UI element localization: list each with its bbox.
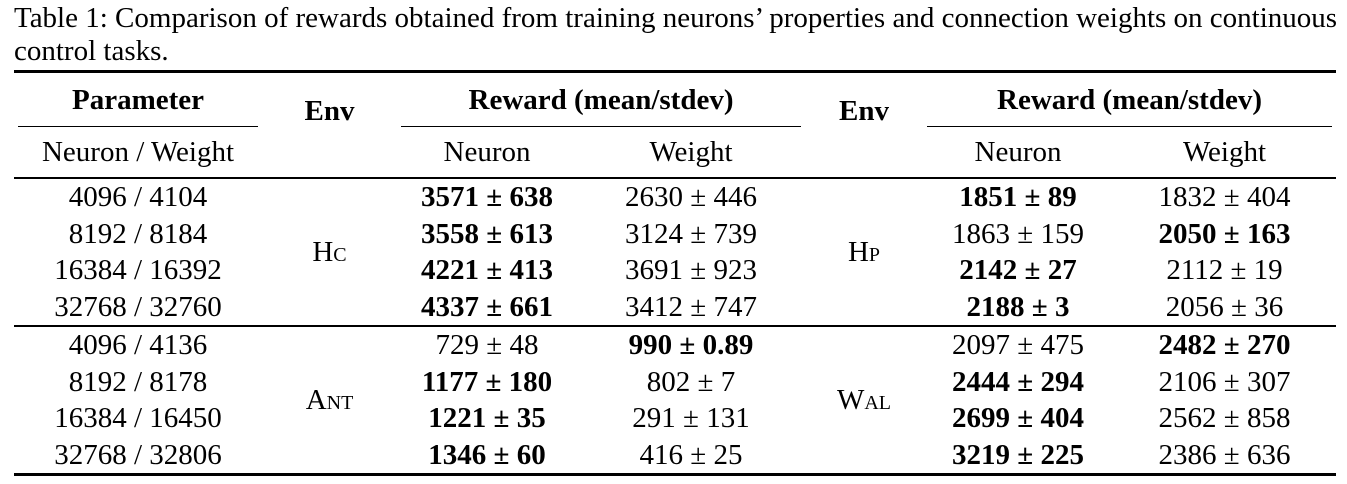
table-row: 8192 / 8178 1177 ± 180 802 ± 7 2444 ± 294 21… [14, 364, 1336, 401]
reward-neuron-left-cell: 1221 ± 35 [428, 402, 546, 434]
env-left-cell: Hc [312, 235, 347, 268]
table-row: 32768 / 32760 4337 ± 661 3412 ± 747 2188 ± … [14, 289, 1336, 326]
reward-neuron-right-cell: 2699 ± 404 [952, 402, 1084, 434]
reward-weight-right-cell: 2562 ± 858 [1158, 402, 1291, 434]
header-neuron-left: Neuron [443, 135, 531, 168]
param-cell: 4096 / 4104 [68, 181, 208, 213]
header-env-left: Env [304, 94, 355, 127]
header-reward-left: Reward (mean/stdev) [397, 72, 805, 128]
header-weight-left: Weight [649, 135, 733, 168]
reward-neuron-right-cell: 2142 ± 27 [959, 254, 1077, 286]
table-row: 32768 / 32806 1346 ± 60 416 ± 25 3219 ± 225… [14, 437, 1336, 475]
reward-neuron-left-cell: 3558 ± 613 [421, 217, 553, 250]
param-cell: 32768 / 32760 [54, 290, 222, 323]
header-neuron-right: Neuron [974, 135, 1062, 168]
param-cell: 32768 / 32806 [54, 438, 222, 471]
reward-weight-right-cell: 2050 ± 163 [1158, 217, 1291, 250]
reward-weight-right-cell: 2112 ± 19 [1166, 254, 1283, 286]
reward-neuron-left-cell: 1346 ± 60 [428, 438, 546, 471]
param-cell: 4096 / 4136 [68, 329, 208, 361]
reward-neuron-left-cell: 729 ± 48 [435, 329, 539, 361]
table-body: 4096 / 4104 Hc 3571 ± 638 2630 ± 446 Hp 1851 … [14, 178, 1336, 475]
table-row: 16384 / 16450 1221 ± 35 291 ± 131 2699 ± 40… [14, 400, 1336, 437]
table-caption: Table 1: Comparison of rewards obtained … [14, 2, 1338, 67]
reward-neuron-right-cell: 1863 ± 159 [952, 217, 1084, 250]
env-left-cell: Ant [305, 383, 354, 416]
reward-weight-left-cell: 3124 ± 739 [625, 217, 757, 250]
reward-weight-right-cell: 2482 ± 270 [1158, 329, 1291, 361]
param-cell: 16384 / 16450 [54, 402, 222, 434]
table-row: 16384 / 16392 4221 ± 413 3691 ± 923 2142 ± … [14, 252, 1336, 289]
reward-neuron-left-cell: 4221 ± 413 [421, 254, 553, 286]
reward-weight-left-cell: 416 ± 25 [639, 438, 743, 471]
reward-weight-right-cell: 1832 ± 404 [1158, 181, 1291, 213]
reward-weight-right-cell: 2056 ± 36 [1165, 290, 1284, 323]
table-row: 4096 / 4136 Ant 729 ± 48 990 ± 0.89 Wal 2097 … [14, 326, 1336, 416]
reward-neuron-right-cell: 1851 ± 89 [959, 181, 1077, 213]
reward-neuron-right-cell: 2188 ± 3 [966, 290, 1070, 323]
header-reward-right: Reward (mean/stdev) [923, 72, 1336, 128]
results-table-container: Parameter Env Reward (mean/stdev) Env Re… [14, 70, 1336, 476]
param-cell: 16384 / 16392 [54, 254, 222, 286]
header-env-right: Env [839, 94, 889, 127]
param-cell: 8192 / 8184 [68, 217, 208, 250]
reward-neuron-left-cell: 1177 ± 180 [421, 365, 553, 398]
reward-weight-right-cell: 2386 ± 636 [1158, 438, 1291, 471]
reward-neuron-right-cell: 3219 ± 225 [952, 438, 1084, 471]
env-right-cell: Wal [836, 383, 892, 416]
reward-neuron-right-cell: 2097 ± 475 [952, 329, 1084, 361]
env-right-cell: Hp [847, 235, 881, 268]
results-table: Parameter Env Reward (mean/stdev) Env Re… [14, 70, 1336, 476]
header-weight-right: Weight [1182, 135, 1267, 168]
reward-weight-left-cell: 3691 ± 923 [625, 254, 757, 286]
reward-weight-left-cell: 990 ± 0.89 [628, 329, 754, 361]
header-row-main: Parameter Env Reward (mean/stdev) Env Re… [14, 71, 1336, 128]
reward-neuron-left-cell: 3571 ± 638 [421, 181, 553, 213]
reward-weight-left-cell: 3412 ± 747 [625, 290, 757, 323]
reward-weight-right-cell: 2106 ± 307 [1158, 365, 1291, 398]
reward-neuron-right-cell: 2444 ± 294 [952, 365, 1084, 398]
reward-weight-left-cell: 802 ± 7 [646, 365, 736, 398]
header-row-sub: Neuron / Weight Neuron Weight Neuron Wei… [14, 127, 1336, 178]
header-parameter: Parameter [14, 72, 262, 128]
param-cell: 8192 / 8178 [68, 365, 208, 398]
table-row: 4096 / 4104 Hc 3571 ± 638 2630 ± 446 Hp 1851 … [14, 178, 1336, 268]
reward-neuron-left-cell: 4337 ± 661 [421, 290, 553, 323]
header-neuron-weight: Neuron / Weight [41, 135, 235, 168]
reward-weight-left-cell: 2630 ± 446 [625, 181, 757, 213]
table-row: 8192 / 8184 3558 ± 613 3124 ± 739 1863 ± 15… [14, 216, 1336, 253]
reward-weight-left-cell: 291 ± 131 [632, 402, 750, 434]
